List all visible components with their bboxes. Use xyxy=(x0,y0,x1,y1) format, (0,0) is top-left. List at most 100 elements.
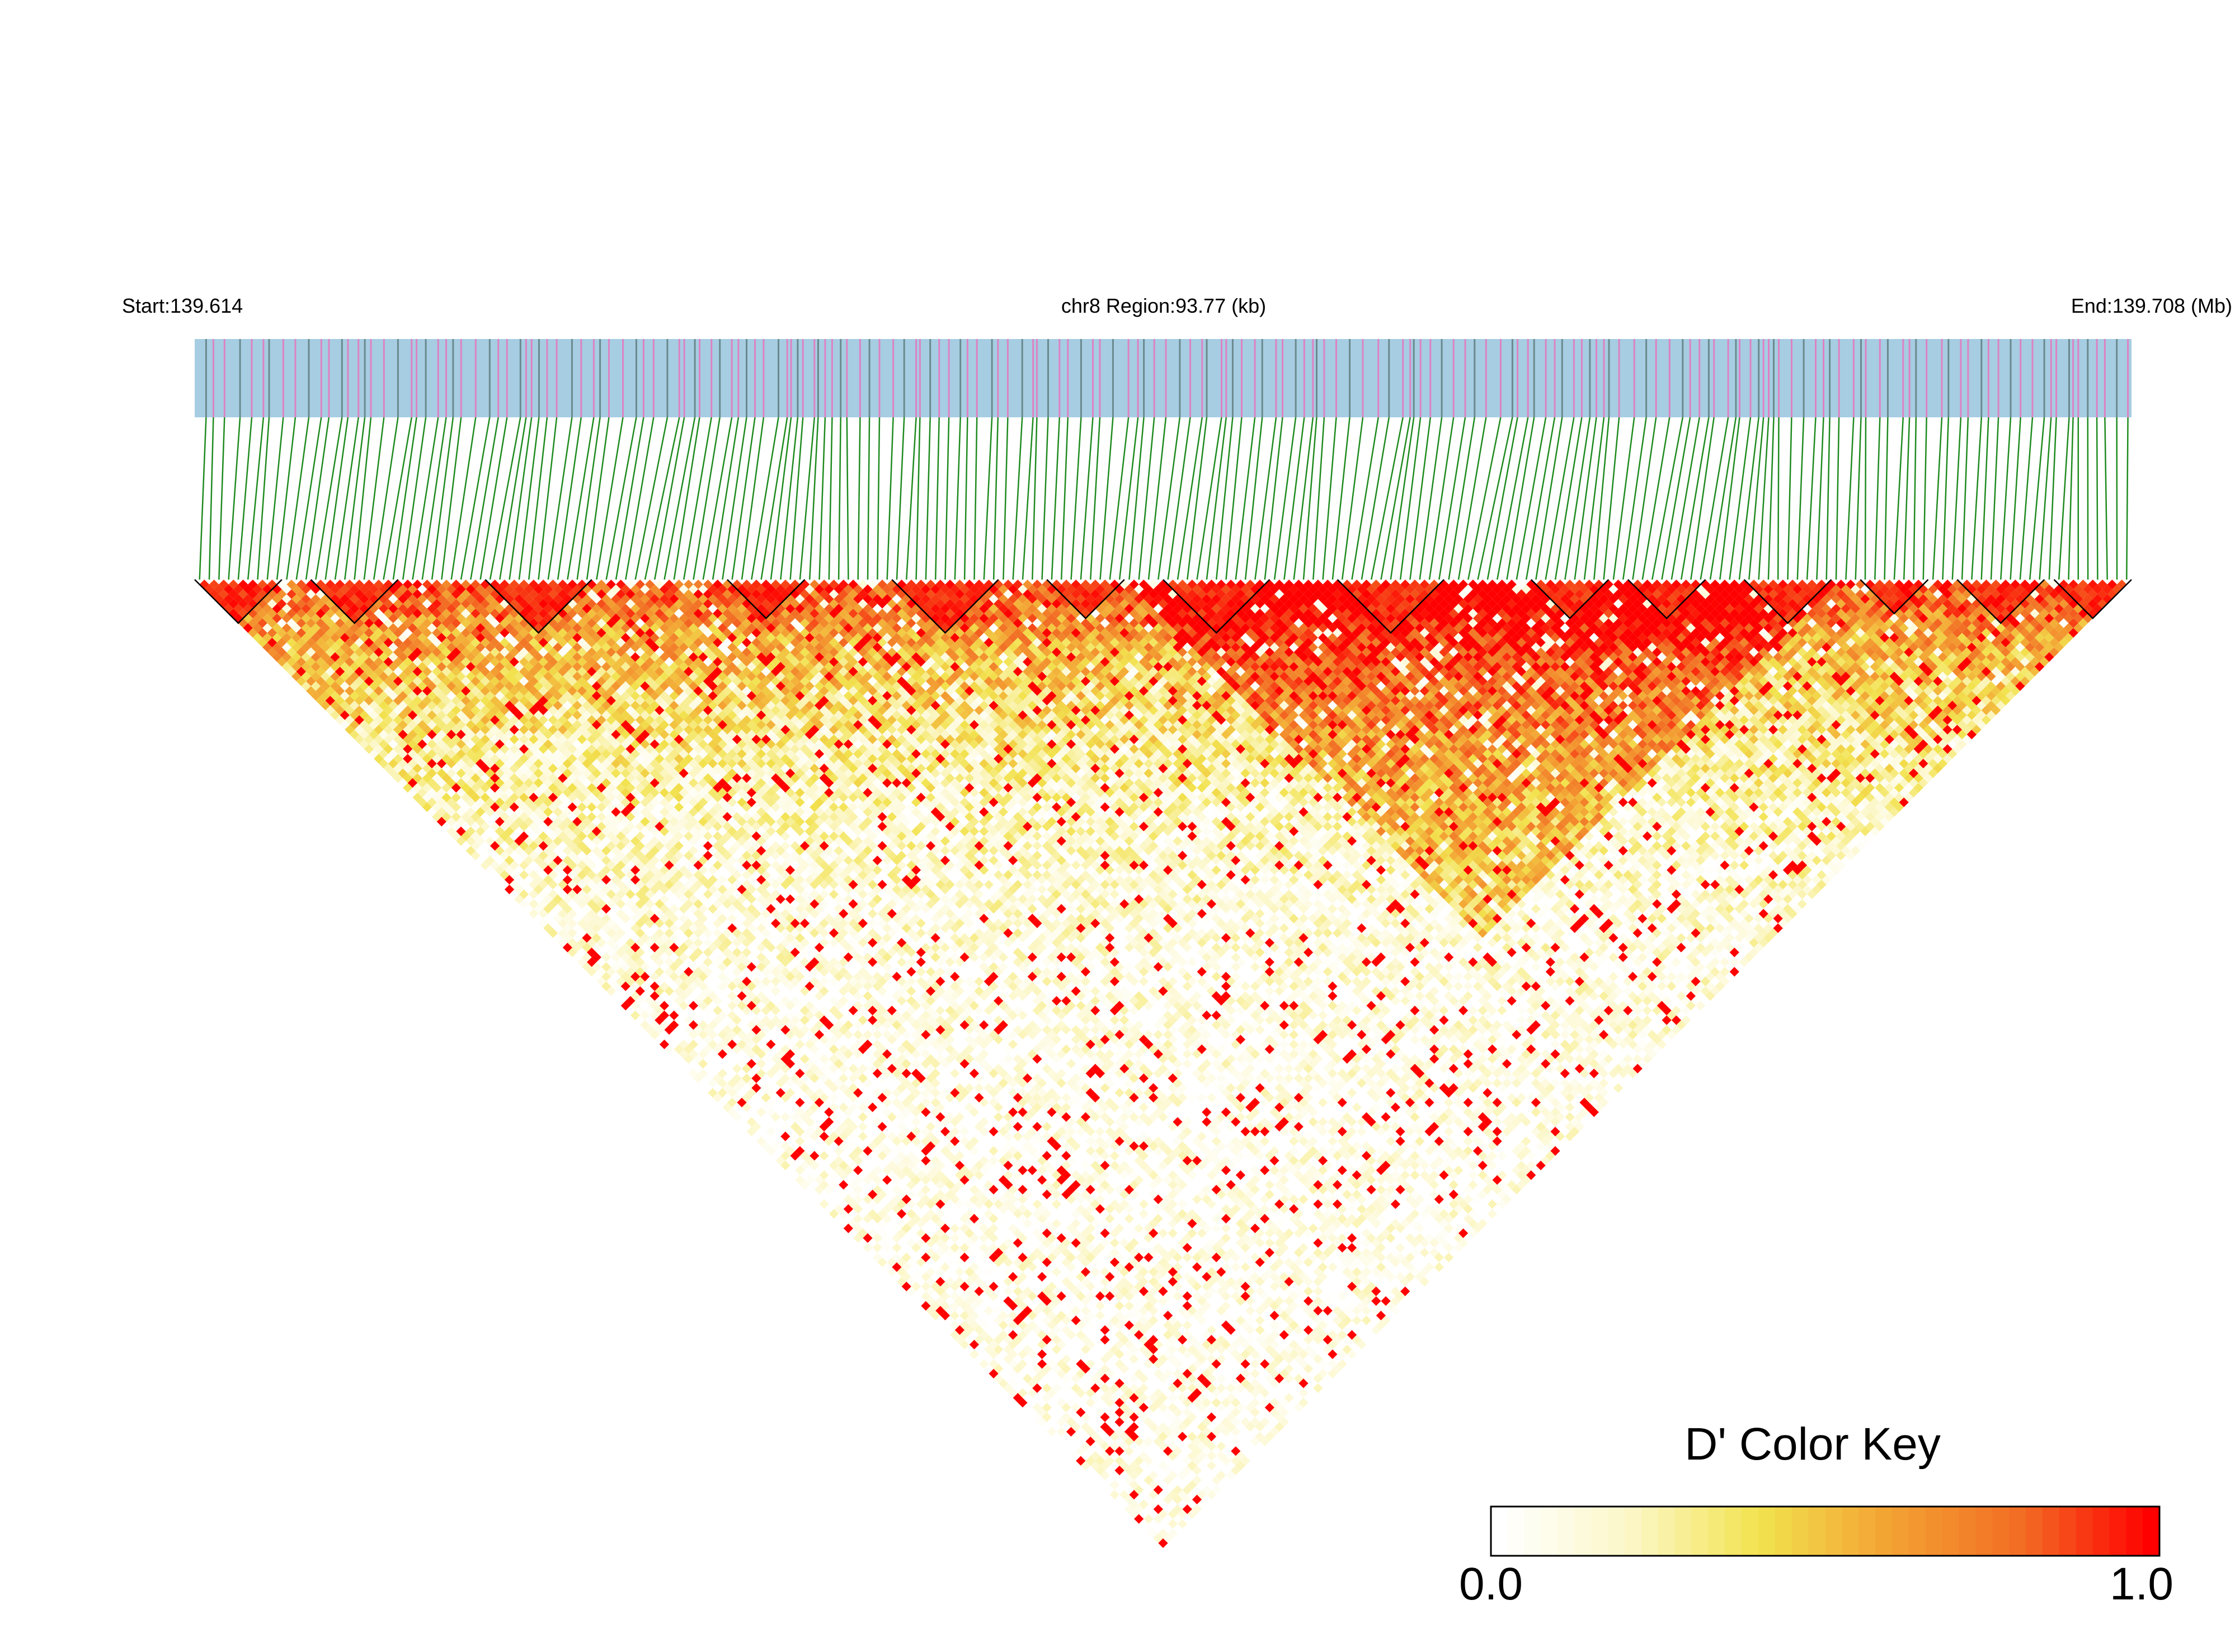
ld-cell xyxy=(543,914,553,924)
ld-cell xyxy=(277,657,287,667)
ld-cell xyxy=(359,720,369,730)
snp-connector xyxy=(1787,417,1792,580)
snp-connector xyxy=(644,417,680,580)
ld-cell xyxy=(495,874,505,885)
ld-cell xyxy=(606,976,616,987)
ld-cell xyxy=(998,1359,1009,1369)
ld-cell xyxy=(310,662,321,672)
ld-cell xyxy=(1037,1397,1047,1408)
snp-connector xyxy=(518,417,540,580)
ld-cell xyxy=(814,1184,825,1195)
ld-cell xyxy=(693,1054,703,1064)
snp-connector xyxy=(837,417,841,580)
ld-cell xyxy=(775,1136,785,1146)
ld-cell xyxy=(567,947,577,958)
ld-cell xyxy=(722,1102,732,1113)
ld-cell xyxy=(461,812,471,822)
ld-cell xyxy=(407,778,418,788)
snp-connector xyxy=(1215,417,1234,580)
ld-cell xyxy=(441,802,451,812)
ld-cell xyxy=(611,972,621,982)
ld-cell xyxy=(500,860,510,870)
ld-cell xyxy=(737,1117,747,1127)
ld-cell xyxy=(296,657,307,667)
ld-cell xyxy=(446,826,457,836)
snp-connector xyxy=(557,417,582,580)
snp-connector xyxy=(983,417,993,580)
snp-connector xyxy=(315,417,343,580)
ld-cell xyxy=(756,1136,766,1146)
ld-cell xyxy=(286,647,297,657)
ld-cell xyxy=(644,1015,655,1025)
ld-cell xyxy=(461,821,471,832)
ld-cell xyxy=(1100,1470,1110,1480)
ld-cell xyxy=(490,860,500,870)
ld-cell xyxy=(674,1034,684,1044)
ld-cell xyxy=(321,691,331,701)
ld-cell xyxy=(451,812,462,822)
snp-connector xyxy=(693,417,721,580)
snp-connector xyxy=(741,417,765,580)
ld-cell xyxy=(393,763,403,774)
snp-connector xyxy=(1080,417,1094,580)
snp-connector xyxy=(344,417,366,580)
ld-cell xyxy=(543,923,553,933)
ld-cell xyxy=(1003,1364,1013,1374)
ld-cell xyxy=(863,1223,873,1234)
ld-cell xyxy=(1071,1451,1081,1461)
ld-cell xyxy=(529,899,539,909)
ld-cell xyxy=(669,1039,679,1049)
ld-cell xyxy=(959,1320,970,1330)
snp-connector xyxy=(1516,417,1547,580)
ld-cell xyxy=(693,1063,703,1074)
snp-connector xyxy=(1554,417,1583,580)
ld-cell xyxy=(485,846,495,856)
ld-cell xyxy=(925,1306,936,1316)
ld-cell xyxy=(398,759,408,769)
ld-cell xyxy=(267,628,277,638)
snp-connector xyxy=(1719,417,1740,580)
ld-cell xyxy=(519,889,529,900)
snp-connector xyxy=(334,417,359,580)
snp-connector xyxy=(383,417,413,580)
ld-cell xyxy=(727,1098,737,1108)
ld-cell xyxy=(349,720,360,730)
ld-cell xyxy=(839,1209,849,1219)
snp-connector xyxy=(789,417,804,580)
ld-cell xyxy=(325,705,335,716)
snp-connector xyxy=(731,417,756,580)
snp-connector xyxy=(1971,417,1983,580)
ld-cell xyxy=(286,666,297,677)
ld-cell xyxy=(267,647,277,657)
ld-cell xyxy=(369,749,379,759)
ld-cell xyxy=(219,589,229,599)
ld-cell xyxy=(233,584,243,594)
ld-cell xyxy=(1066,1436,1076,1447)
snp-connector xyxy=(760,417,788,580)
ld-cell xyxy=(432,792,442,803)
snp-connector xyxy=(1322,417,1337,580)
snp-connector xyxy=(295,417,322,580)
ld-cell xyxy=(766,1146,776,1156)
ld-cell xyxy=(1071,1432,1081,1442)
ld-cell xyxy=(335,695,345,706)
ld-cell xyxy=(804,1175,815,1185)
ld-cell xyxy=(650,1020,660,1030)
ld-cell xyxy=(393,773,403,783)
ld-cell xyxy=(906,1277,916,1287)
ld-cell xyxy=(1149,1509,1159,1519)
ld-cell xyxy=(378,739,389,749)
ld-cell xyxy=(378,729,389,740)
snp-connector xyxy=(431,417,454,580)
ld-cell xyxy=(500,870,510,880)
ld-cell xyxy=(524,894,534,904)
snp-connector xyxy=(1496,417,1529,580)
ld-cell xyxy=(945,1315,955,1325)
ld-cell xyxy=(969,1330,980,1340)
ld-cell xyxy=(1153,1523,1163,1534)
ld-cell xyxy=(679,1058,689,1069)
ld-cell xyxy=(1013,1383,1023,1394)
snp-connector xyxy=(1409,417,1432,580)
ld-cell xyxy=(989,1359,999,1369)
ld-cell xyxy=(727,1107,737,1117)
